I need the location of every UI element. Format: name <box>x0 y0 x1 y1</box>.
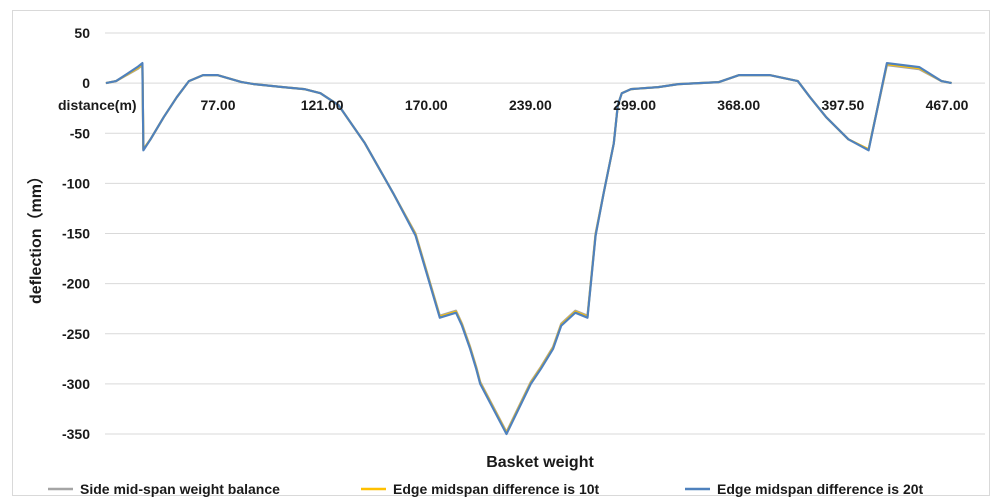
x-tick-label: 121.00 <box>301 97 344 113</box>
y-tick-label: 0 <box>82 75 90 91</box>
y-tick-label: -250 <box>62 326 90 342</box>
series-line-3 <box>105 61 952 436</box>
series-line-2 <box>105 62 952 435</box>
x-tick-label: 467.00 <box>926 97 969 113</box>
x-axis: distance(m) 77.00 121.00 170.00 239.00 299.0… <box>58 97 969 113</box>
chart-frame <box>12 10 990 496</box>
legend-label: Edge midspan difference is 10t <box>393 481 600 497</box>
x-tick-label: 170.00 <box>405 97 448 113</box>
legend-label: Edge midspan difference is 20t <box>717 481 924 497</box>
y-tick-label: -300 <box>62 376 90 392</box>
series-line-1 <box>105 63 952 434</box>
y-axis-ticks: 50 0 -50 -100 -150 -200 -250 -300 -350 <box>62 25 90 442</box>
y-tick-label: 50 <box>74 25 90 41</box>
x-tick-label: 397.50 <box>821 97 864 113</box>
x-axis-name-label: distance(m) <box>58 97 137 113</box>
y-tick-label: -150 <box>62 226 90 242</box>
x-tick-label: 239.00 <box>509 97 552 113</box>
legend-label: Side mid-span weight balance <box>80 481 280 497</box>
y-tick-label: -350 <box>62 426 90 442</box>
series-lines <box>105 61 952 436</box>
gridlines <box>105 32 985 435</box>
x-axis-title: Basket weight <box>486 454 594 471</box>
y-tick-label: -200 <box>62 276 90 292</box>
x-tick-label: 299.00 <box>613 97 656 113</box>
x-tick-label: 77.00 <box>200 97 235 113</box>
y-axis-title: deflection（mm） <box>27 168 45 304</box>
y-tick-label: -100 <box>62 175 90 191</box>
legend: Side mid-span weight balance Edge midspan… <box>48 481 924 497</box>
y-tick-label: -50 <box>70 125 90 141</box>
x-tick-label: 368.00 <box>717 97 760 113</box>
